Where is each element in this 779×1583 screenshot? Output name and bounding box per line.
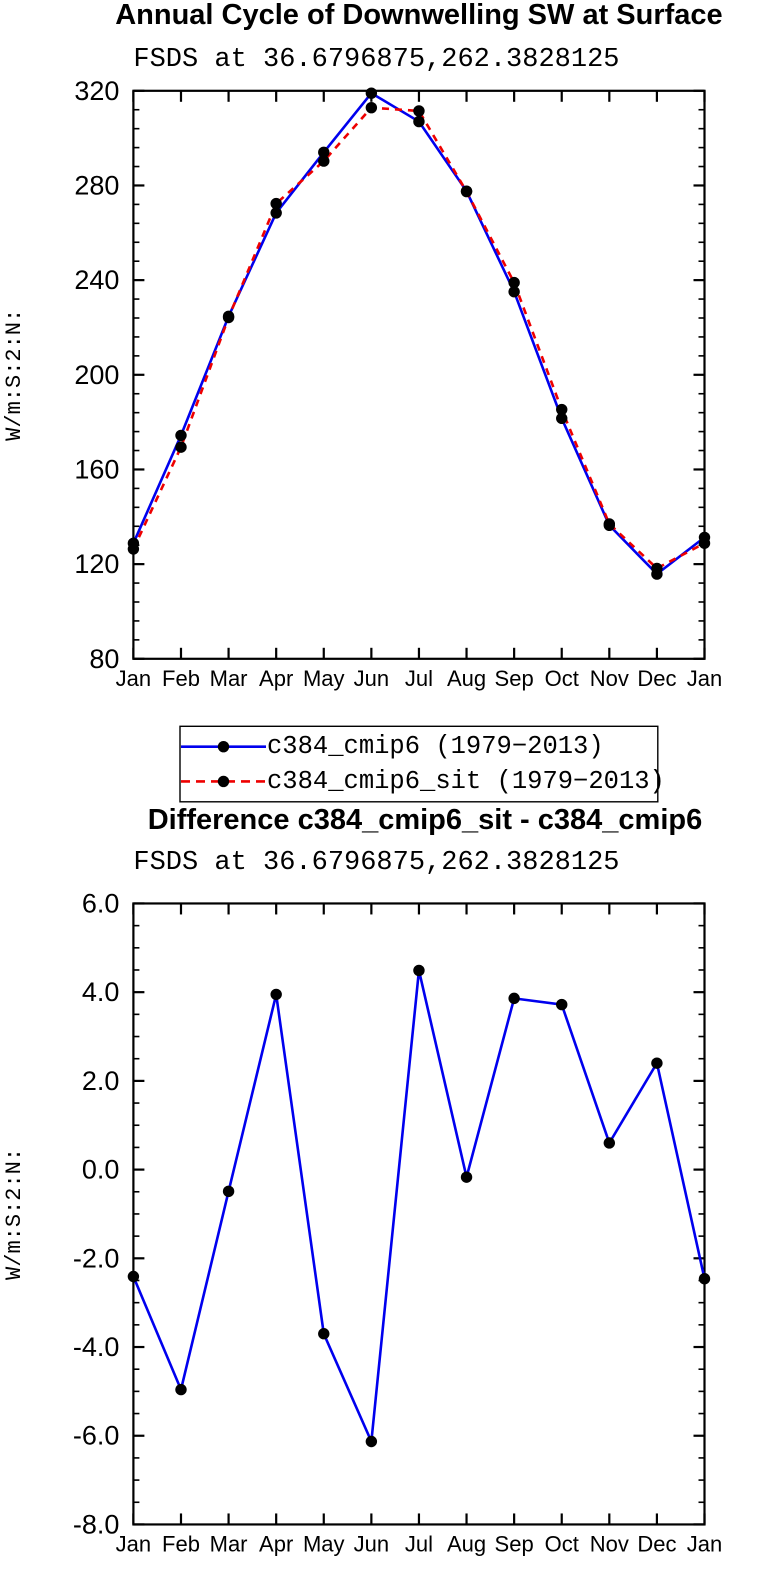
svg-text:May: May — [303, 666, 345, 691]
svg-text:-8.0: -8.0 — [73, 1509, 120, 1539]
svg-text:Apr: Apr — [259, 666, 293, 691]
svg-text:Apr: Apr — [259, 1531, 293, 1556]
svg-text:W/m:S:2:N:: W/m:S:2:N: — [2, 309, 27, 441]
svg-text:W/m:S:2:N:: W/m:S:2:N: — [2, 1148, 27, 1280]
svg-text:c384_cmip6_sit (1979−2013): c384_cmip6_sit (1979−2013) — [267, 767, 665, 796]
svg-text:Nov: Nov — [590, 1531, 629, 1556]
svg-text:Feb: Feb — [162, 666, 200, 691]
svg-text:Jun: Jun — [354, 1531, 389, 1556]
svg-text:-6.0: -6.0 — [73, 1421, 120, 1451]
svg-text:Jan: Jan — [687, 666, 722, 691]
svg-text:240: 240 — [74, 265, 119, 295]
svg-text:Jan: Jan — [116, 1531, 151, 1556]
svg-text:320: 320 — [74, 76, 119, 106]
svg-text:Jun: Jun — [354, 666, 389, 691]
svg-text:FSDS at 36.6796875,262.3828125: FSDS at 36.6796875,262.3828125 — [133, 45, 619, 75]
svg-text:Dec: Dec — [637, 666, 676, 691]
svg-text:Aug: Aug — [447, 666, 486, 691]
svg-text:160: 160 — [74, 454, 119, 484]
svg-text:200: 200 — [74, 360, 119, 390]
svg-text:0.0: 0.0 — [82, 1155, 120, 1185]
svg-text:2.0: 2.0 — [82, 1066, 120, 1096]
svg-text:Jan: Jan — [116, 666, 151, 691]
svg-text:FSDS at 36.6796875,262.3828125: FSDS at 36.6796875,262.3828125 — [133, 848, 619, 878]
svg-text:Jul: Jul — [405, 666, 433, 691]
svg-text:-2.0: -2.0 — [73, 1243, 120, 1273]
svg-text:Oct: Oct — [545, 1531, 579, 1556]
svg-text:May: May — [303, 1531, 345, 1556]
svg-text:Dec: Dec — [637, 1531, 676, 1556]
svg-text:c384_cmip6 (1979−2013): c384_cmip6 (1979−2013) — [267, 732, 604, 761]
svg-text:Mar: Mar — [210, 1531, 248, 1556]
svg-text:Annual Cycle of Downwelling SW: Annual Cycle of Downwelling SW at Surfac… — [115, 0, 722, 31]
svg-text:-4.0: -4.0 — [73, 1332, 120, 1362]
svg-text:Sep: Sep — [495, 666, 534, 691]
svg-text:6.0: 6.0 — [82, 888, 120, 918]
svg-text:Aug: Aug — [447, 1531, 486, 1556]
svg-text:Oct: Oct — [545, 666, 579, 691]
svg-text:Jan: Jan — [687, 1531, 722, 1556]
svg-text:Mar: Mar — [210, 666, 248, 691]
svg-text:Nov: Nov — [590, 666, 629, 691]
svg-text:Feb: Feb — [162, 1531, 200, 1556]
svg-text:4.0: 4.0 — [82, 977, 120, 1007]
svg-text:120: 120 — [74, 549, 119, 579]
svg-text:Sep: Sep — [495, 1531, 534, 1556]
svg-text:280: 280 — [74, 170, 119, 200]
svg-text:Jul: Jul — [405, 1531, 433, 1556]
svg-text:Difference c384_cmip6_sit - c3: Difference c384_cmip6_sit - c384_cmip6 — [148, 804, 703, 836]
